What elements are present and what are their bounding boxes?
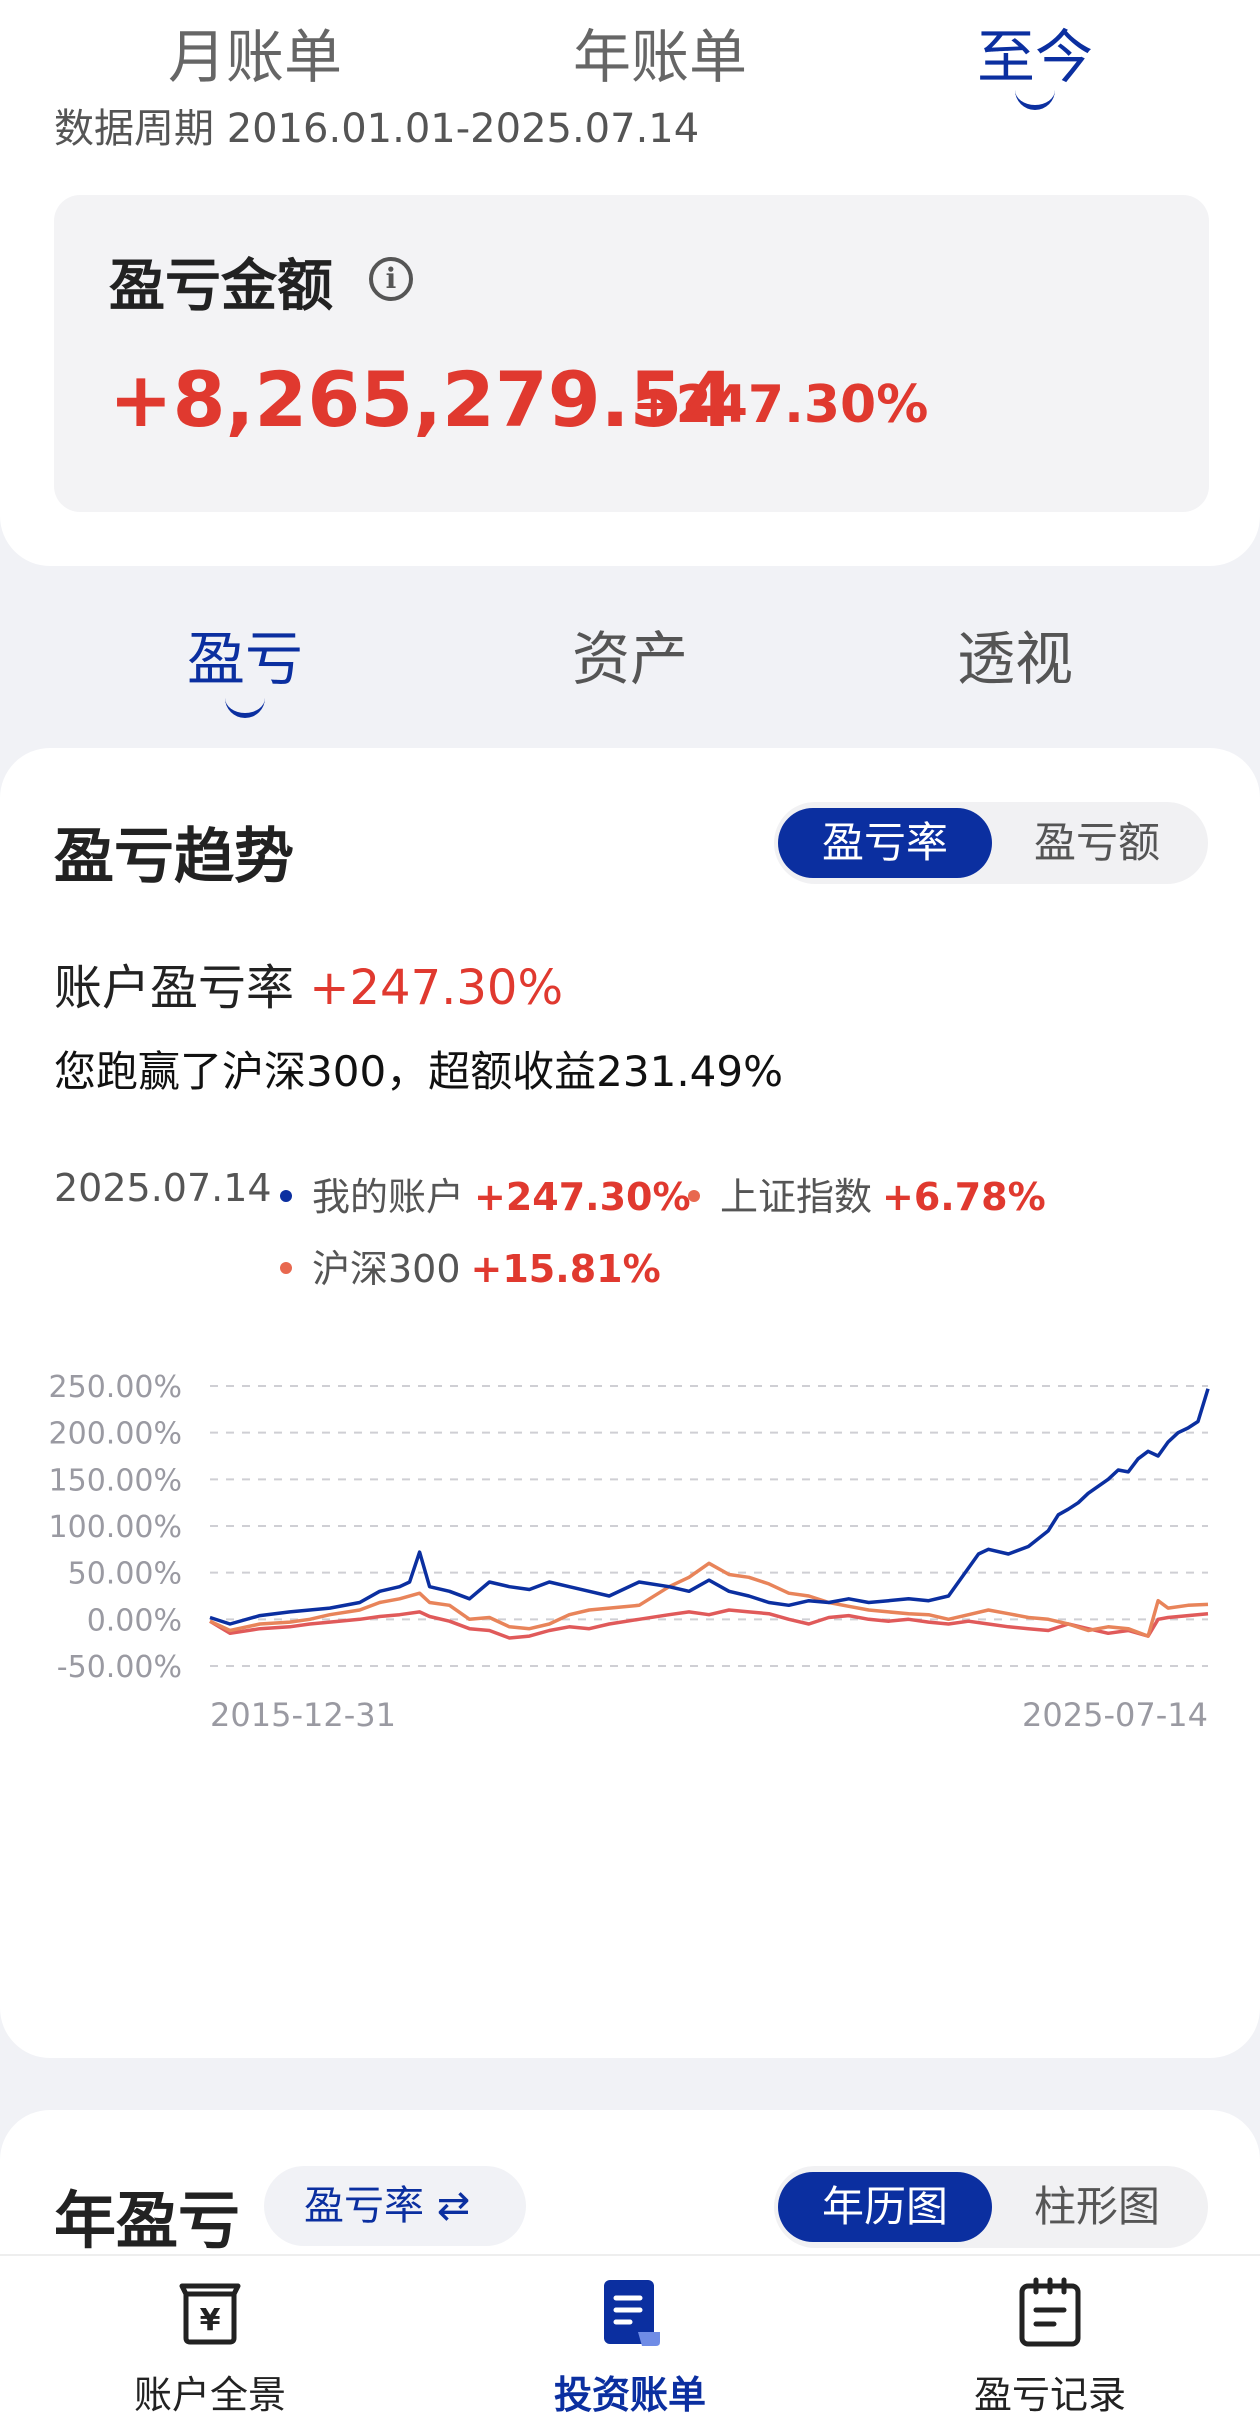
x-tick-label: 2025-07-14 xyxy=(1022,1696,1208,1734)
series-line-沪深300 xyxy=(209,1608,1209,1640)
notepad-icon xyxy=(1019,2277,1081,2347)
y-tick-label: -50.00% xyxy=(57,1650,182,1685)
legend-my-account: 我的账户 +247.30% xyxy=(280,1166,691,1221)
legend-value: +6.78% xyxy=(882,1175,1046,1219)
money-bag-icon: ¥ xyxy=(179,2283,241,2345)
legend-shanghai-index: 上证指数 +6.78% xyxy=(688,1166,1046,1221)
legend-value: +15.81% xyxy=(470,1247,661,1291)
y-tick-label: 100.00% xyxy=(49,1510,182,1545)
rate-amount-toggle: 盈亏率 盈亏额 xyxy=(774,802,1208,884)
nav-label: 账户全景 xyxy=(133,2373,286,2417)
trend-title: 盈亏趋势 xyxy=(54,822,294,892)
pnl-percent: +247.30% xyxy=(632,375,929,435)
toggle-bar[interactable]: 柱形图 xyxy=(1033,2182,1160,2231)
tab-pnl[interactable]: 盈亏 xyxy=(145,612,345,718)
tab-month-bill[interactable]: 月账单 xyxy=(167,23,342,91)
y-tick-label: 200.00% xyxy=(49,1417,182,1452)
tab-indicator xyxy=(1015,90,1055,110)
legend-date: 2025.07.14 xyxy=(54,1166,272,1210)
legend-name: 我的账户 xyxy=(312,1175,465,1219)
tab-assets[interactable]: 资产 xyxy=(571,625,688,693)
account-rate-label: 账户盈亏率 xyxy=(54,960,295,1016)
legend-dot xyxy=(280,1261,292,1274)
tab-to-date[interactable]: 至今 xyxy=(975,10,1095,110)
tab-year-bill[interactable]: 年账单 xyxy=(572,23,747,91)
data-period: 数据周期 2016.01.01-2025.07.14 xyxy=(54,106,700,152)
header-card: 月账单 年账单 至今 数据周期 2016.01.01-2025.07.14 盈亏… xyxy=(0,0,1260,566)
y-tick-label: 50.00% xyxy=(68,1557,182,1592)
nav-label: 投资账单 xyxy=(553,2373,706,2417)
legend-dot xyxy=(688,1189,700,1202)
calendar-bar-toggle: 年历图 柱形图 xyxy=(774,2166,1208,2248)
tab-pnl-label: 盈亏 xyxy=(186,625,303,693)
series-line-上证指数 xyxy=(209,1561,1209,1638)
y-tick-label: 250.00% xyxy=(49,1370,182,1405)
x-tick-label: 2015-12-31 xyxy=(210,1696,396,1734)
legend-value: +247.30% xyxy=(474,1175,691,1219)
tab-indicator xyxy=(225,698,265,718)
pnl-trend-chart[interactable]: 250.00% 200.00% 150.00% 100.00% 50.00% 0.00% -… xyxy=(0,1338,1260,1948)
nav-account-overview[interactable]: ¥ 账户全景 xyxy=(60,2256,360,2420)
tab-insight[interactable]: 透视 xyxy=(956,625,1073,693)
pnl-summary: 盈亏金额 i +8,265,279.54 +247.30% xyxy=(54,195,1209,512)
pnl-amount: +8,265,279.54 xyxy=(109,355,736,444)
legend-name: 沪深300 xyxy=(312,1247,461,1291)
series-line-我的账户 xyxy=(209,1388,1210,1626)
legend-csi300: 沪深300 +15.81% xyxy=(280,1238,661,1293)
legend-dot xyxy=(280,1189,292,1202)
rate-switch-chip[interactable]: 盈亏率 ⇄ xyxy=(264,2166,526,2246)
toggle-rate[interactable]: 盈亏率 xyxy=(778,808,992,878)
y-tick-label: 150.00% xyxy=(49,1463,182,1498)
legend-name: 上证指数 xyxy=(720,1175,873,1219)
bottom-nav: ¥ 账户全景 投资账单 盈亏记录 xyxy=(0,2254,1260,2420)
nav-label: 盈亏记录 xyxy=(973,2373,1126,2417)
tab-to-date-label: 至今 xyxy=(976,23,1093,91)
pnl-title: 盈亏金额 xyxy=(109,254,333,319)
nav-pnl-records[interactable]: 盈亏记录 xyxy=(900,2256,1200,2420)
toggle-calendar[interactable]: 年历图 xyxy=(778,2172,992,2242)
info-icon[interactable]: i xyxy=(369,257,413,301)
account-rate: 账户盈亏率 +247.30% xyxy=(54,948,563,1018)
pnl-trend-card: 盈亏趋势 盈亏率 盈亏额 账户盈亏率 +247.30% 您跑赢了沪深300，超额… xyxy=(0,748,1260,2058)
svg-text:¥: ¥ xyxy=(200,2303,221,2338)
beat-benchmark-text: 您跑赢了沪深300，超额收益231.49% xyxy=(54,1047,784,1096)
annual-pnl-title: 年盈亏 xyxy=(54,2184,241,2257)
nav-investment-bill[interactable]: 投资账单 xyxy=(480,2256,780,2420)
account-rate-value: +247.30% xyxy=(309,960,564,1016)
y-tick-label: 0.00% xyxy=(87,1603,182,1638)
bill-icon xyxy=(604,2280,660,2346)
toggle-amount[interactable]: 盈亏额 xyxy=(1033,818,1160,867)
